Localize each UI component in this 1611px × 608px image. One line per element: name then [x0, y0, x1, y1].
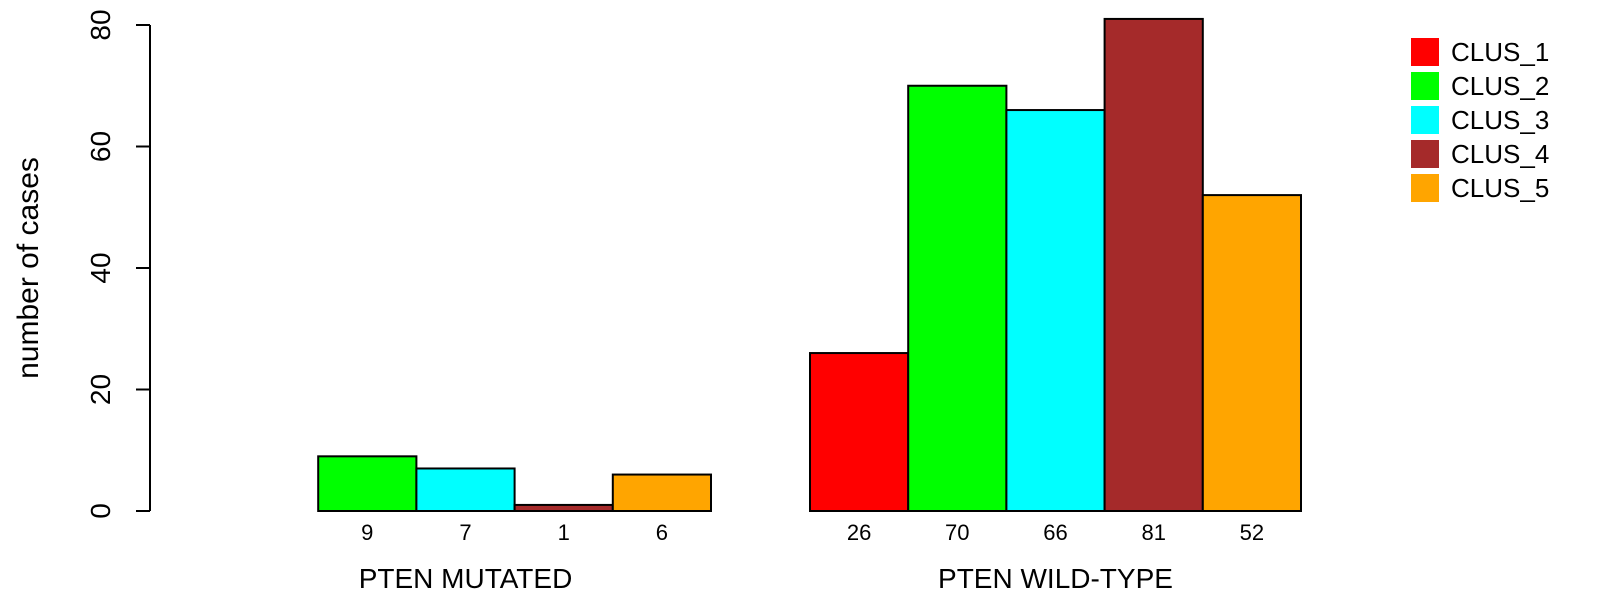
- legend-label: CLUS_4: [1451, 139, 1549, 169]
- legend: CLUS_1 CLUS_2 CLUS_3 CLUS_4 CLUS_5: [1411, 37, 1549, 203]
- bar-value-label: 66: [1043, 520, 1067, 545]
- bar-value-label: 81: [1141, 520, 1165, 545]
- bar: [1201, 194, 1303, 512]
- y-axis-label: number of cases: [12, 157, 45, 379]
- legend-swatch: [1411, 174, 1439, 202]
- y-tick-label: 20: [85, 374, 116, 405]
- legend-swatch: [1411, 106, 1439, 134]
- bar: [1005, 109, 1106, 513]
- legend-label: CLUS_2: [1451, 71, 1549, 101]
- bar-value-label: 9: [361, 520, 373, 545]
- group-label: PTEN WILD-TYPE: [938, 563, 1173, 594]
- bar-value-label: 70: [945, 520, 969, 545]
- y-tick-label: 40: [85, 252, 116, 283]
- y-tick-label: 0: [85, 503, 116, 519]
- group-labels: PTEN MUTATED PTEN WILD-TYPE: [359, 563, 1173, 594]
- bar-value-label: 1: [558, 520, 570, 545]
- y-axis: 0 20 40 60 80: [85, 9, 151, 519]
- legend-swatch: [1411, 140, 1439, 168]
- bar: [317, 455, 418, 513]
- bar-value-label: 6: [656, 520, 668, 545]
- bar-value-label: 26: [847, 520, 871, 545]
- bar: [513, 503, 614, 512]
- group-label: PTEN MUTATED: [359, 563, 573, 594]
- bar: [907, 84, 1008, 512]
- legend-swatch: [1411, 38, 1439, 66]
- bar-value-label: 52: [1240, 520, 1264, 545]
- legend-swatch: [1411, 72, 1439, 100]
- legend-label: CLUS_1: [1451, 37, 1549, 67]
- y-tick-label: 80: [85, 9, 116, 40]
- legend-label: CLUS_5: [1451, 173, 1549, 203]
- bar-value-labels: 9 7 1 6 26 70 66 81 52: [361, 520, 1264, 545]
- y-tick-label: 60: [85, 131, 116, 162]
- bar: [611, 473, 712, 512]
- legend-label: CLUS_3: [1451, 105, 1549, 135]
- bars: [317, 17, 1303, 513]
- bar: [1103, 17, 1204, 513]
- bar: [809, 352, 910, 512]
- bar-value-label: 7: [459, 520, 471, 545]
- bar: [415, 467, 516, 513]
